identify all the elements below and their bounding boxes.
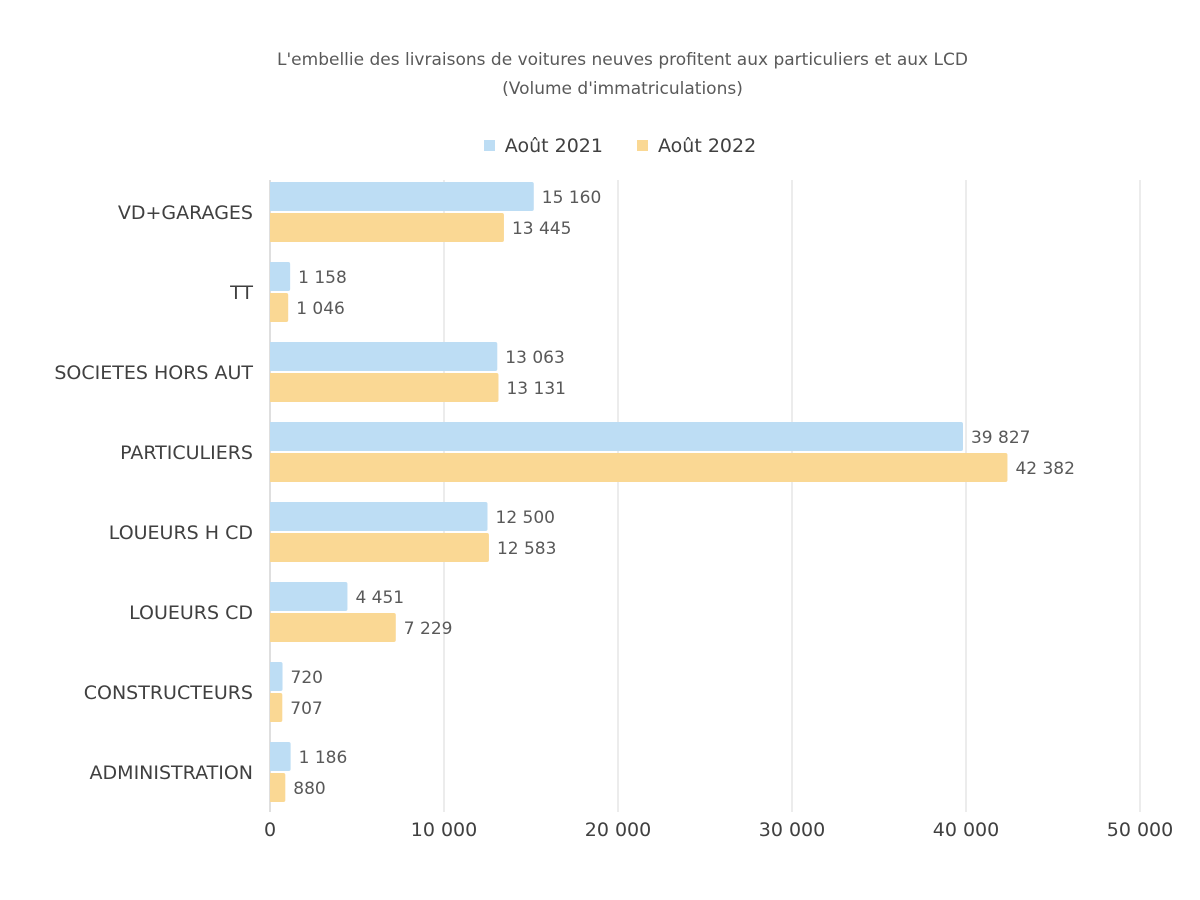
category-label: LOUEURS H CD: [109, 522, 253, 544]
data-label: 13 131: [506, 379, 565, 399]
legend: Août 2021 Août 2022: [0, 134, 1200, 157]
data-label: 12 500: [496, 508, 555, 528]
data-label: 7 229: [404, 619, 453, 639]
bar-2022: [270, 613, 396, 642]
bar-2021: [270, 662, 283, 691]
bar-2021: [270, 182, 534, 211]
legend-swatch: [637, 140, 649, 151]
bar-2022: [270, 213, 504, 242]
data-label: 42 382: [1015, 459, 1074, 479]
category-label: PARTICULIERS: [120, 442, 253, 464]
x-tick-label: 50 000: [1107, 819, 1173, 841]
category-label: ADMINISTRATION: [90, 762, 253, 784]
x-tick-label: 30 000: [759, 819, 825, 841]
bar-2021: [270, 502, 488, 531]
x-tick-label: 0: [264, 819, 276, 841]
category-label: CONSTRUCTEURS: [84, 682, 253, 704]
x-tick-label: 20 000: [585, 819, 651, 841]
chart-title: L'embellie des livraisons de voitures ne…: [0, 46, 1200, 104]
category-label: LOUEURS CD: [129, 602, 253, 624]
x-tick-label: 10 000: [411, 819, 477, 841]
data-label: 1 186: [299, 748, 348, 768]
bar-2021: [270, 422, 963, 451]
legend-item-2021: Août 2021: [483, 134, 603, 157]
bar-2022: [270, 773, 286, 802]
data-label: 707: [290, 699, 322, 719]
data-label: 39 827: [971, 428, 1030, 448]
data-label: 13 063: [505, 348, 564, 368]
data-label: 4 451: [355, 588, 404, 608]
bar-2022: [270, 293, 289, 322]
bar-2022: [270, 693, 283, 722]
bar-2022: [270, 533, 489, 562]
chart-subtitle: (Volume d'immatriculations): [502, 79, 743, 99]
legend-item-2022: Août 2022: [637, 135, 756, 157]
data-label: 880: [293, 779, 325, 799]
bar-2021: [270, 742, 291, 771]
category-label: SOCIETES HORS AUT: [54, 362, 253, 384]
chart-title-line: L'embellie des livraisons de voitures ne…: [277, 50, 968, 70]
category-label: TT: [229, 282, 253, 304]
bar-2021: [270, 582, 348, 611]
data-label: 720: [291, 668, 323, 688]
category-label: VD+GARAGES: [118, 202, 253, 224]
data-label: 1 046: [296, 299, 345, 319]
data-label: 1 158: [298, 268, 347, 288]
data-label: 12 583: [497, 539, 556, 559]
bar-2021: [270, 342, 498, 371]
legend-label: Août 2021: [504, 134, 603, 157]
legend-label: Août 2022: [658, 134, 757, 157]
data-label: 13 445: [512, 219, 571, 239]
bar-2021: [270, 262, 291, 291]
data-label: 15 160: [542, 188, 601, 208]
legend-swatch: [483, 140, 495, 151]
bar-2022: [270, 373, 499, 402]
x-tick-label: 40 000: [933, 819, 999, 841]
bar-2022: [270, 453, 1008, 482]
